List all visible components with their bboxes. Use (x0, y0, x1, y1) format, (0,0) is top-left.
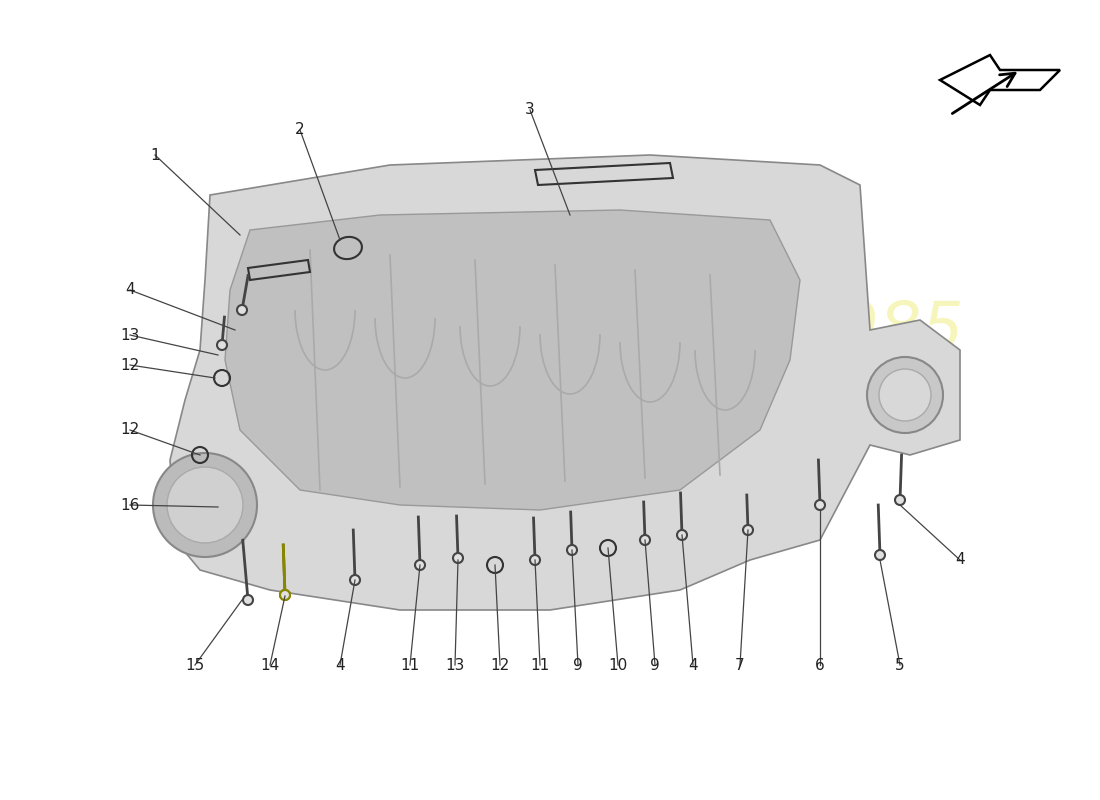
Text: since 1985: since 1985 (600, 298, 964, 364)
Text: 4: 4 (689, 658, 697, 673)
Text: 14: 14 (261, 658, 279, 673)
Circle shape (867, 357, 943, 433)
Text: 15: 15 (186, 658, 205, 673)
Text: 11: 11 (530, 658, 550, 673)
Circle shape (895, 495, 905, 505)
Polygon shape (170, 155, 960, 610)
Text: 13: 13 (120, 327, 140, 342)
Polygon shape (226, 210, 800, 510)
Circle shape (879, 369, 931, 421)
Text: 2: 2 (295, 122, 305, 138)
Text: 4: 4 (955, 553, 965, 567)
Text: 4: 4 (125, 282, 135, 298)
Text: 12: 12 (491, 658, 509, 673)
Circle shape (530, 555, 540, 565)
Text: 9: 9 (573, 658, 583, 673)
Text: 9: 9 (650, 658, 660, 673)
Circle shape (453, 553, 463, 563)
Text: 6: 6 (815, 658, 825, 673)
Text: 12: 12 (120, 358, 140, 373)
Circle shape (243, 595, 253, 605)
Circle shape (280, 590, 290, 600)
Text: 16: 16 (120, 498, 140, 513)
Circle shape (236, 305, 248, 315)
Circle shape (415, 560, 425, 570)
Circle shape (874, 550, 886, 560)
Text: a passion: a passion (220, 445, 497, 502)
Circle shape (350, 575, 360, 585)
Circle shape (280, 590, 290, 600)
Text: 1: 1 (151, 147, 160, 162)
Circle shape (153, 453, 257, 557)
Text: 10: 10 (608, 658, 628, 673)
Text: 5: 5 (895, 658, 905, 673)
Text: europ: europ (280, 344, 609, 441)
Text: 4: 4 (336, 658, 344, 673)
Text: 13: 13 (446, 658, 464, 673)
Circle shape (167, 467, 243, 543)
Text: 11: 11 (400, 658, 419, 673)
Text: 7: 7 (735, 658, 745, 673)
Circle shape (815, 500, 825, 510)
Text: 3: 3 (525, 102, 535, 118)
Circle shape (676, 530, 688, 540)
Circle shape (742, 525, 754, 535)
Text: 12: 12 (120, 422, 140, 438)
Circle shape (217, 340, 227, 350)
Circle shape (566, 545, 578, 555)
Circle shape (640, 535, 650, 545)
